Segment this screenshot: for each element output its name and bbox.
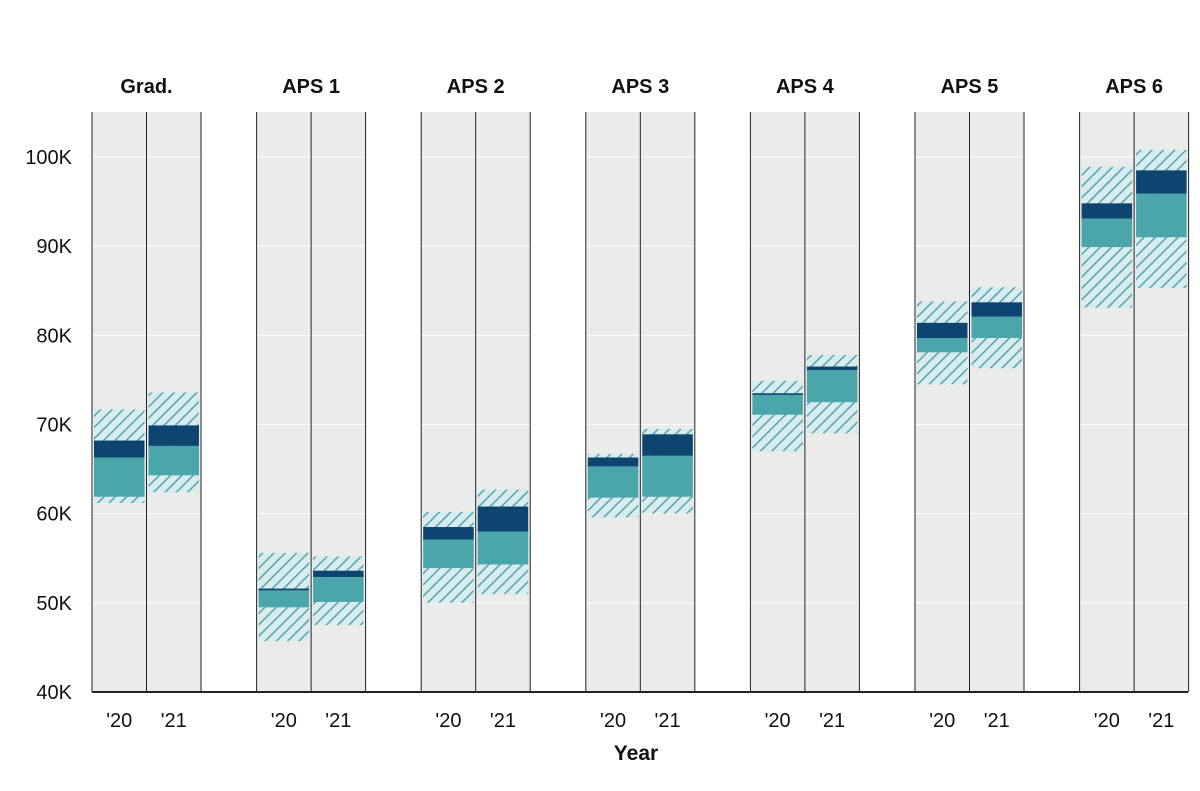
median-band: [642, 434, 693, 456]
dividers-layer: [91, 112, 1190, 693]
median-band: [1081, 203, 1133, 219]
y-tick-label: 80K: [36, 325, 72, 347]
year-tick-label: '21: [325, 710, 351, 732]
median-band: [313, 570, 364, 577]
y-tick-label: 40K: [36, 682, 72, 704]
inner-range-bar: [477, 531, 529, 565]
inner-range-bar: [258, 590, 310, 608]
median-band: [971, 302, 1022, 317]
median-band: [1136, 170, 1187, 194]
inner-range-bar: [94, 457, 145, 497]
median-band: [752, 393, 803, 395]
year-tick-label: '20: [435, 710, 461, 732]
year-tick-label: '20: [271, 710, 297, 732]
inner-range-bar: [971, 316, 1022, 339]
x-axis-title: Year: [614, 742, 658, 765]
y-tick-label: 100K: [25, 147, 72, 169]
group-label: APS 3: [611, 76, 669, 98]
year-tick-label: '20: [106, 710, 132, 732]
y-tick-label: 60K: [36, 504, 72, 526]
y-tick-label: 70K: [36, 415, 72, 437]
year-tick-label: '21: [161, 710, 187, 732]
year-tick-label: '20: [765, 710, 791, 732]
group-label: Grad.: [120, 76, 172, 98]
median-band: [917, 322, 968, 339]
y-tick-label: 90K: [36, 236, 72, 258]
median-band: [148, 425, 199, 446]
year-tick-label: '21: [1148, 710, 1174, 732]
median-band: [477, 506, 529, 532]
year-tick-label: '20: [600, 710, 626, 732]
group-label: APS 6: [1105, 76, 1163, 98]
median-band: [258, 588, 310, 591]
inner-range-bar: [423, 539, 474, 569]
median-band: [806, 366, 858, 371]
labels-layer: '20 '21 Grad. '20 '21 APS 1 '20 '21 APS 2 '20 '21 A…: [25, 76, 1174, 765]
median-band: [423, 527, 474, 540]
inner-range-bar: [806, 370, 858, 403]
year-tick-label: '20: [929, 710, 955, 732]
group-label: APS 4: [776, 76, 835, 98]
group-label: APS 1: [282, 76, 340, 98]
inner-range-bar: [313, 576, 364, 602]
group-label: APS 2: [447, 76, 505, 98]
year-tick-label: '21: [819, 710, 845, 732]
y-tick-label: 50K: [36, 593, 72, 615]
inner-range-bar: [1081, 218, 1133, 248]
year-tick-label: '21: [490, 710, 516, 732]
year-tick-label: '21: [984, 710, 1010, 732]
inner-range-bar: [1136, 193, 1187, 238]
group-label: APS 5: [941, 76, 999, 98]
inner-range-bar: [148, 445, 199, 476]
bars-layer: [94, 149, 1187, 642]
year-tick-label: '21: [655, 710, 681, 732]
inner-range-bar: [642, 455, 693, 497]
inner-range-bar: [917, 338, 968, 353]
year-tick-label: '20: [1094, 710, 1120, 732]
median-band: [587, 457, 639, 467]
outer-range-bar: [752, 380, 803, 452]
inner-range-bar: [752, 393, 803, 415]
median-band: [94, 440, 145, 458]
inner-range-bar: [587, 466, 639, 498]
